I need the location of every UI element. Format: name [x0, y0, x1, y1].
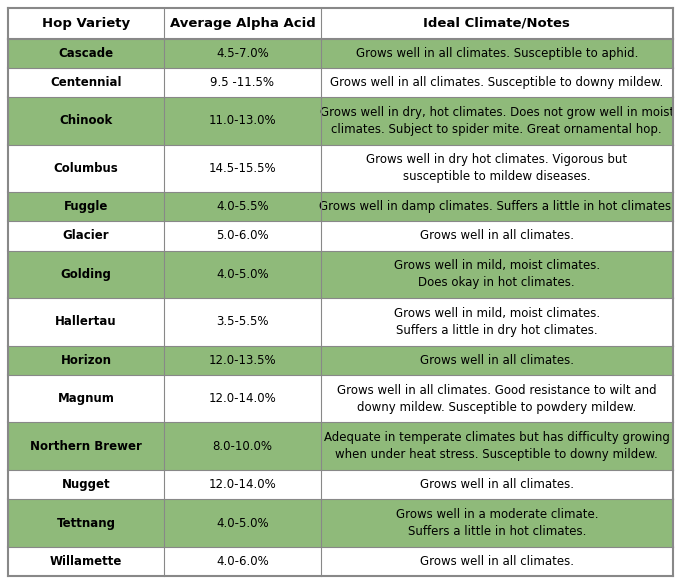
Text: Grows well in a moderate climate.
Suffers a little in hot climates.: Grows well in a moderate climate. Suffer…	[396, 508, 598, 538]
Text: 12.0-14.0%: 12.0-14.0%	[208, 392, 276, 405]
Text: Golding: Golding	[61, 268, 112, 281]
Text: 4.0-5.0%: 4.0-5.0%	[216, 516, 269, 530]
Text: Grows well in mild, moist climates.
Does okay in hot climates.: Grows well in mild, moist climates. Does…	[394, 259, 600, 289]
Bar	[164, 547, 321, 576]
Text: Magnum: Magnum	[58, 392, 114, 405]
Text: Glacier: Glacier	[63, 230, 110, 242]
Bar	[164, 8, 321, 39]
Bar	[8, 422, 164, 470]
Bar	[8, 547, 164, 576]
Text: Hop Variety: Hop Variety	[42, 17, 130, 30]
Text: 12.0-13.5%: 12.0-13.5%	[208, 354, 276, 367]
Text: Average Alpha Acid: Average Alpha Acid	[170, 17, 315, 30]
Bar	[321, 39, 673, 68]
Text: Grows well in all climates. Good resistance to wilt and
downy mildew. Susceptibl: Grows well in all climates. Good resista…	[337, 384, 656, 413]
Text: Grows well in damp climates. Suffers a little in hot climates.: Grows well in damp climates. Suffers a l…	[319, 200, 675, 213]
Text: Cascade: Cascade	[59, 47, 114, 60]
Text: Grows well in all climates.: Grows well in all climates.	[419, 354, 574, 367]
Text: Chinook: Chinook	[59, 114, 113, 127]
Bar	[164, 221, 321, 251]
Text: 4.0-5.5%: 4.0-5.5%	[216, 200, 269, 213]
Text: 9.5 -11.5%: 9.5 -11.5%	[210, 76, 274, 89]
Bar	[8, 298, 164, 346]
Text: 12.0-14.0%: 12.0-14.0%	[208, 478, 276, 491]
Text: Willamette: Willamette	[50, 555, 123, 568]
Bar	[8, 346, 164, 375]
Text: 8.0-10.0%: 8.0-10.0%	[212, 440, 272, 453]
Bar	[321, 470, 673, 499]
Bar	[8, 470, 164, 499]
Bar	[321, 251, 673, 298]
Text: Grows well in mild, moist climates.
Suffers a little in dry hot climates.: Grows well in mild, moist climates. Suff…	[394, 307, 600, 337]
Text: Tettnang: Tettnang	[57, 516, 116, 530]
Bar	[8, 251, 164, 298]
Text: Grows well in dry, hot climates. Does not grow well in moist
climates. Subject t: Grows well in dry, hot climates. Does no…	[319, 106, 674, 136]
Bar	[8, 68, 164, 97]
Bar	[164, 97, 321, 145]
Text: Nugget: Nugget	[62, 478, 110, 491]
Bar	[321, 145, 673, 192]
Text: Grows well in all climates. Susceptible to downy mildew.: Grows well in all climates. Susceptible …	[330, 76, 663, 89]
Text: 5.0-6.0%: 5.0-6.0%	[216, 230, 269, 242]
Bar	[321, 375, 673, 422]
Bar	[164, 298, 321, 346]
Bar	[321, 8, 673, 39]
Text: Grows well in all climates.: Grows well in all climates.	[419, 478, 574, 491]
Bar	[164, 499, 321, 547]
Bar	[8, 499, 164, 547]
Text: 3.5-5.5%: 3.5-5.5%	[216, 315, 269, 328]
Text: 4.5-7.0%: 4.5-7.0%	[216, 47, 269, 60]
Text: Grows well in all climates.: Grows well in all climates.	[419, 555, 574, 568]
Text: Horizon: Horizon	[61, 354, 112, 367]
Bar	[164, 375, 321, 422]
Bar	[164, 251, 321, 298]
Text: Fuggle: Fuggle	[64, 200, 108, 213]
Text: Centennial: Centennial	[50, 76, 122, 89]
Bar	[8, 97, 164, 145]
Text: 11.0-13.0%: 11.0-13.0%	[208, 114, 276, 127]
Text: Adequate in temperate climates but has difficulty growing
when under heat stress: Adequate in temperate climates but has d…	[324, 431, 669, 461]
Bar	[321, 422, 673, 470]
Text: Ideal Climate/Notes: Ideal Climate/Notes	[424, 17, 570, 30]
Text: Grows well in all climates.: Grows well in all climates.	[419, 230, 574, 242]
Text: Grows well in all climates. Susceptible to aphid.: Grows well in all climates. Susceptible …	[355, 47, 638, 60]
Bar	[321, 346, 673, 375]
Bar	[164, 145, 321, 192]
Bar	[164, 346, 321, 375]
Text: 4.0-6.0%: 4.0-6.0%	[216, 555, 269, 568]
Bar	[164, 422, 321, 470]
Text: Northern Brewer: Northern Brewer	[30, 440, 142, 453]
Bar	[8, 39, 164, 68]
Text: Columbus: Columbus	[54, 162, 118, 175]
Bar	[164, 192, 321, 221]
Bar	[8, 145, 164, 192]
Text: Hallertau: Hallertau	[55, 315, 117, 328]
Bar	[8, 221, 164, 251]
Bar	[321, 298, 673, 346]
Text: 14.5-15.5%: 14.5-15.5%	[208, 162, 276, 175]
Bar	[8, 8, 164, 39]
Text: Grows well in dry hot climates. Vigorous but
susceptible to mildew diseases.: Grows well in dry hot climates. Vigorous…	[366, 154, 627, 183]
Text: 4.0-5.0%: 4.0-5.0%	[216, 268, 269, 281]
Bar	[164, 68, 321, 97]
Bar	[321, 499, 673, 547]
Bar	[321, 192, 673, 221]
Bar	[321, 68, 673, 97]
Bar	[321, 547, 673, 576]
Bar	[321, 221, 673, 251]
Bar	[8, 375, 164, 422]
Bar	[321, 97, 673, 145]
Bar	[164, 39, 321, 68]
Bar	[8, 192, 164, 221]
Bar	[164, 470, 321, 499]
